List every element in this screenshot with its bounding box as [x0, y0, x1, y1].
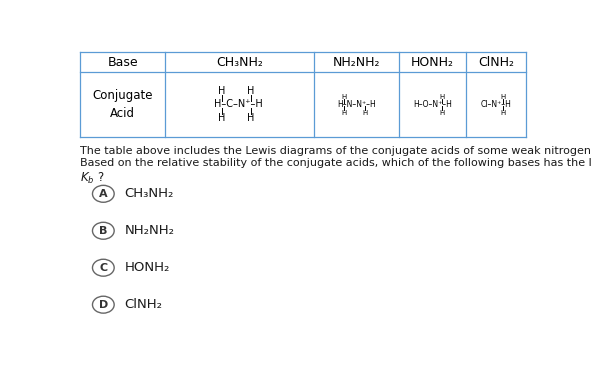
Text: H: H: [247, 113, 254, 123]
Text: The table above includes the Lewis diagrams of the conjugate acids of some weak : The table above includes the Lewis diagr…: [80, 146, 591, 156]
Text: B: B: [99, 226, 108, 236]
Text: Conjugate
Acid: Conjugate Acid: [92, 89, 153, 120]
Text: H–C–N⁺–H: H–C–N⁺–H: [214, 100, 262, 110]
Text: NH₂NH₂: NH₂NH₂: [333, 56, 381, 69]
Text: Based on the relative stability of the conjugate acids, which of the following b: Based on the relative stability of the c…: [80, 159, 591, 169]
Text: ClNH₂: ClNH₂: [478, 56, 514, 69]
Text: H: H: [363, 110, 368, 116]
Text: H: H: [500, 110, 505, 116]
Text: H–N–N⁺–H: H–N–N⁺–H: [337, 100, 376, 109]
Text: H: H: [500, 94, 505, 100]
Text: H: H: [439, 110, 444, 116]
Text: H–O–N⁺–H: H–O–N⁺–H: [413, 100, 452, 109]
Text: $K_b$ ?: $K_b$ ?: [80, 171, 105, 186]
Text: Base: Base: [108, 56, 138, 69]
Text: H: H: [247, 87, 254, 97]
Text: C: C: [99, 263, 108, 273]
Text: ClNH₂: ClNH₂: [124, 298, 163, 311]
Text: HONH₂: HONH₂: [124, 261, 170, 274]
Text: HONH₂: HONH₂: [411, 56, 454, 69]
Text: H: H: [342, 94, 347, 100]
Text: CH₃NH₂: CH₃NH₂: [124, 187, 174, 200]
Text: H: H: [218, 113, 226, 123]
Text: Cl–N⁺–H: Cl–N⁺–H: [480, 100, 511, 109]
Text: D: D: [99, 300, 108, 310]
Text: H: H: [342, 110, 347, 116]
Text: CH₃NH₂: CH₃NH₂: [216, 56, 263, 69]
Text: H: H: [218, 87, 226, 97]
Text: A: A: [99, 189, 108, 199]
Text: H: H: [439, 94, 444, 100]
Text: NH₂NH₂: NH₂NH₂: [124, 224, 174, 237]
